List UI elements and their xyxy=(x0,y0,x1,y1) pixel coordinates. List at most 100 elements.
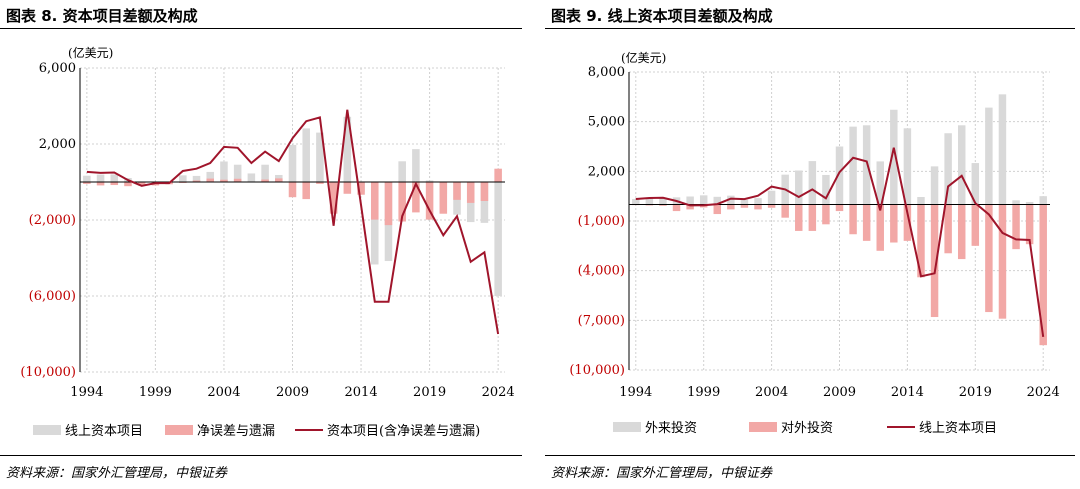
bar-primary xyxy=(822,174,830,205)
bar-primary xyxy=(686,196,694,205)
bar-primary xyxy=(699,195,708,205)
y-tick-label: 2,000 xyxy=(588,164,625,179)
legend-label: 资本项目(含净误差与遗漏) xyxy=(327,423,480,439)
bar-secondary xyxy=(767,204,776,208)
source-rule xyxy=(0,455,522,456)
bar-primary xyxy=(1039,196,1047,205)
title-rule xyxy=(0,28,522,29)
x-tick-label: 2024 xyxy=(1027,385,1060,400)
bar-secondary xyxy=(672,204,681,212)
bar-primary xyxy=(971,163,980,205)
bar-secondary xyxy=(713,204,722,215)
bar-primary xyxy=(412,149,420,182)
y-tick-label: (10,000) xyxy=(20,365,76,380)
bar-primary xyxy=(632,198,640,205)
bar-secondary xyxy=(985,204,993,313)
bar-primary xyxy=(985,107,993,205)
bar-primary xyxy=(220,161,228,182)
bar-primary xyxy=(494,182,502,296)
bar-primary xyxy=(890,109,898,205)
bar-secondary xyxy=(206,178,215,182)
x-tick-label: 2024 xyxy=(482,385,515,400)
x-tick-label: 2004 xyxy=(755,385,788,400)
bar-secondary xyxy=(659,204,667,206)
bar-secondary xyxy=(890,204,898,243)
bar-secondary xyxy=(412,182,420,213)
legend-label: 对外投资 xyxy=(781,420,833,436)
chart-title: 图表 8. 资本项目差额及构成 xyxy=(6,7,198,25)
bar-secondary xyxy=(727,204,735,210)
bar-secondary xyxy=(1039,204,1047,346)
bar-secondary xyxy=(957,204,966,260)
bar-primary xyxy=(767,190,776,205)
bar-primary xyxy=(944,133,952,205)
unit-label: (亿美元) xyxy=(621,50,666,65)
source-note: 资料来源：国家外汇管理局，中银证券 xyxy=(6,466,228,481)
bar-secondary xyxy=(288,182,297,198)
bar-secondary xyxy=(781,204,789,218)
bar-secondary xyxy=(220,179,228,182)
bar-secondary xyxy=(96,182,105,186)
bar-secondary xyxy=(822,204,830,225)
x-tick-label: 2014 xyxy=(891,385,924,400)
bar-primary xyxy=(645,198,654,205)
bar-secondary xyxy=(302,182,310,200)
legend-swatch xyxy=(613,422,641,432)
bar-primary xyxy=(192,175,201,182)
title-rule xyxy=(545,28,1075,29)
bar-secondary xyxy=(876,204,884,251)
bar-secondary xyxy=(357,182,365,195)
bar-secondary xyxy=(329,182,338,214)
bar-secondary xyxy=(1012,204,1020,250)
bar-secondary xyxy=(370,182,379,220)
bar-primary xyxy=(876,161,884,205)
bar-primary xyxy=(754,198,762,205)
x-tick-label: 2009 xyxy=(823,385,856,400)
bar-secondary xyxy=(137,182,146,186)
bar-secondary xyxy=(398,182,406,222)
y-tick-label: (2,000) xyxy=(29,213,76,228)
chart-svg-left: (亿美元)6,000 2,000 (2,000) (6,000) (10,000) 199… xyxy=(20,45,515,439)
chart-title: 图表 9. 线上资本项目差额及构成 xyxy=(551,7,773,25)
bar-primary xyxy=(957,125,966,205)
bar-secondary xyxy=(466,182,475,203)
y-tick-label: 5,000 xyxy=(588,115,625,130)
bar-primary xyxy=(288,144,297,182)
bar-secondary xyxy=(124,182,132,187)
legend-swatch xyxy=(33,425,61,435)
x-tick-label: 2009 xyxy=(276,385,309,400)
bar-primary xyxy=(110,174,119,182)
bar-secondary xyxy=(480,182,489,201)
bar-primary xyxy=(302,128,310,182)
legend-label: 外来投资 xyxy=(645,420,697,436)
bar-primary xyxy=(713,196,722,205)
bar-secondary xyxy=(275,178,283,182)
x-tick-label: 1999 xyxy=(139,385,172,400)
bar-primary xyxy=(247,173,256,182)
x-tick-label: 2014 xyxy=(345,385,378,400)
bar-secondary xyxy=(110,182,119,186)
x-tick-label: 1994 xyxy=(70,385,103,400)
bar-secondary xyxy=(192,180,201,182)
bar-primary xyxy=(96,174,105,182)
bar-secondary xyxy=(686,204,694,210)
bar-primary xyxy=(83,175,91,182)
x-tick-label: 1999 xyxy=(687,385,720,400)
x-tick-label: 2004 xyxy=(207,385,240,400)
bar-primary xyxy=(206,171,215,182)
legend-swatch xyxy=(749,422,777,432)
bar-primary xyxy=(1012,200,1020,205)
bar-secondary xyxy=(83,182,91,184)
y-tick-label: (7,000) xyxy=(578,313,625,328)
bar-primary xyxy=(903,128,912,205)
bar-secondary xyxy=(998,204,1007,319)
bar-primary xyxy=(370,182,379,265)
legend-label: 线上资本项目 xyxy=(65,424,143,439)
legend-label: 线上资本项目 xyxy=(919,421,997,436)
bar-primary xyxy=(930,166,939,205)
bar-secondary xyxy=(384,182,393,226)
bar-primary xyxy=(233,164,242,182)
y-tick-label: 8,000 xyxy=(588,65,625,80)
bar-secondary xyxy=(439,182,448,214)
bar-primary xyxy=(316,132,324,182)
